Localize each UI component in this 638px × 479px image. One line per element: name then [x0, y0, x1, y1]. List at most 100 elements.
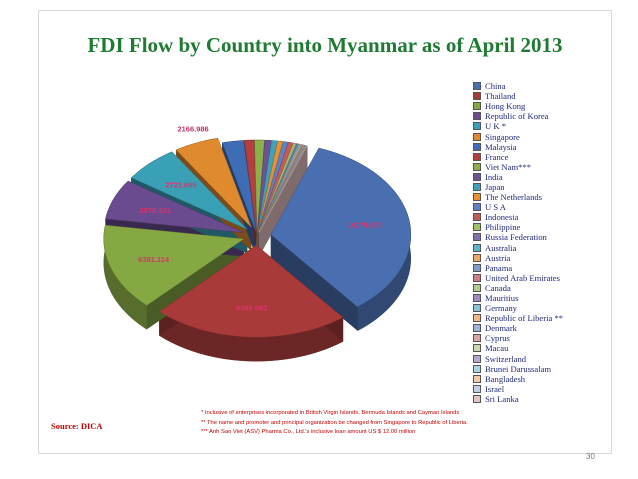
pie-slices: [103, 137, 412, 338]
legend-label: Australia: [485, 242, 517, 253]
legend-label: Philippine: [485, 222, 521, 233]
pie-data-label: 6381.114: [138, 255, 170, 264]
legend-swatch: [473, 233, 481, 242]
legend-item: China: [473, 81, 613, 91]
legend-swatch: [473, 162, 481, 171]
legend-item: U S A: [473, 202, 613, 212]
legend-item: Sri Lanka: [473, 394, 613, 404]
pie-slice: [243, 139, 257, 233]
legend-label: Sri Lanka: [485, 393, 519, 404]
legend-label: France: [485, 151, 509, 162]
legend-item: Singapore: [473, 131, 613, 142]
legend-swatch: [473, 132, 481, 141]
legend-label: Japan: [485, 181, 505, 192]
legend-label: U S A: [485, 202, 507, 213]
pie-slice-wall: [270, 234, 358, 331]
legend-swatch: [473, 263, 481, 272]
slide: FDI Flow by Country into Myanmar as of A…: [38, 10, 612, 454]
legend-item: Indonesia: [473, 212, 613, 222]
legend-swatch: [473, 152, 481, 161]
legend-item: U K *: [473, 121, 613, 131]
legend-item: Canada: [473, 283, 613, 293]
pie-slice: [257, 139, 272, 233]
pie-chart: 14178.009 9568.093 6381.114 2970.231 2721.66…: [103, 125, 412, 362]
legend-item: Hong Kong: [473, 101, 613, 111]
legend-swatch: [473, 193, 481, 202]
footnotes: * Inclusive of enterprises incorporated …: [201, 409, 468, 438]
pie-slice-wall: [259, 145, 308, 257]
legend-swatch: [473, 102, 481, 111]
legend-swatch: [473, 364, 481, 373]
legend-label: Viet Nam***: [485, 161, 532, 172]
legend-item: Mauritius: [473, 293, 613, 303]
legend-swatch: [473, 394, 481, 403]
legend-label: United Arab Emirates: [485, 272, 560, 283]
pie-slice: [130, 151, 248, 230]
legend-item: Philippine: [473, 222, 613, 232]
legend-swatch: [473, 122, 481, 131]
legend-label: Republic of Liberia **: [485, 313, 564, 324]
pie-slice: [175, 137, 252, 228]
legend-swatch: [473, 374, 481, 383]
pie-data-labels: 14178.009 9568.093 6381.114 2970.231 2721.66…: [138, 125, 382, 313]
legend-item: Australia: [473, 243, 613, 253]
legend-label: Republic of Korea: [485, 111, 549, 122]
legend-item: Japan: [473, 182, 613, 192]
legend-label: Thailand: [485, 91, 516, 102]
footnote: ** The name and promoter and principal o…: [201, 419, 468, 426]
legend-label: Brunei Darussalam: [485, 363, 552, 374]
legend-swatch: [473, 294, 481, 303]
legend-item: The Netherlands: [473, 192, 613, 202]
pie-data-label: 14178.009: [347, 221, 382, 230]
legend-label: Austria: [485, 252, 511, 263]
legend-item: Germany: [473, 303, 613, 313]
footnote: *** Anh Sao Viet (ASV) Pharma Co., Ltd.'…: [201, 429, 416, 436]
legend-item: United Arab Emirates: [473, 273, 613, 283]
legend-swatch: [473, 314, 481, 323]
legend-item: Republic of Liberia **: [473, 313, 613, 323]
pie-slice: [270, 147, 412, 308]
legend-item: France: [473, 152, 613, 162]
legend-swatch: [473, 344, 481, 353]
legend-item: Viet Nam***: [473, 162, 613, 172]
legend-swatch: [473, 203, 481, 212]
chart-legend: China Thailand Hong Kong Republic of Korea U…: [473, 81, 613, 404]
legend-swatch: [473, 273, 481, 282]
legend-label: Switzerland: [485, 353, 527, 364]
pie-slice: [254, 139, 265, 233]
legend-swatch: [473, 112, 481, 121]
legend-item: Austria: [473, 253, 613, 263]
legend-label: Israel: [485, 383, 505, 394]
legend-item: Republic of Korea: [473, 111, 613, 121]
legend-label: Singapore: [485, 131, 520, 142]
legend-swatch: [473, 253, 481, 262]
legend-label: Malaysia: [485, 141, 517, 152]
legend-label: Russia Federation: [485, 232, 547, 243]
legend-label: Macau: [485, 343, 509, 354]
legend-item: Malaysia: [473, 142, 613, 152]
legend-swatch: [473, 384, 481, 393]
legend-swatch: [473, 334, 481, 343]
legend-item: Thailand: [473, 91, 613, 101]
legend-swatch: [473, 213, 481, 222]
legend-label: Cyprus: [485, 333, 510, 344]
legend-swatch: [473, 172, 481, 181]
legend-label: Denmark: [485, 323, 517, 334]
legend-swatch: [473, 283, 481, 292]
legend-label: Mauritius: [485, 293, 519, 304]
legend-swatch: [473, 243, 481, 252]
pie-data-label: 9568.093: [236, 304, 267, 313]
legend-swatch: [473, 142, 481, 151]
legend-label: Bangladesh: [485, 373, 526, 384]
footnote: * Inclusive of enterprises incorporated …: [201, 410, 460, 416]
legend-label: Indonesia: [485, 212, 519, 223]
legend-label: Canada: [485, 282, 511, 293]
pie-slice: [158, 244, 344, 338]
pie-data-label: 2970.231: [140, 206, 171, 215]
pie-slice: [258, 145, 308, 233]
legend-swatch: [473, 82, 481, 91]
legend-label: China: [485, 81, 506, 92]
legend-item: Russia Federation: [473, 232, 613, 242]
legend-item: India: [473, 172, 613, 182]
legend-item: Macau: [473, 343, 613, 353]
